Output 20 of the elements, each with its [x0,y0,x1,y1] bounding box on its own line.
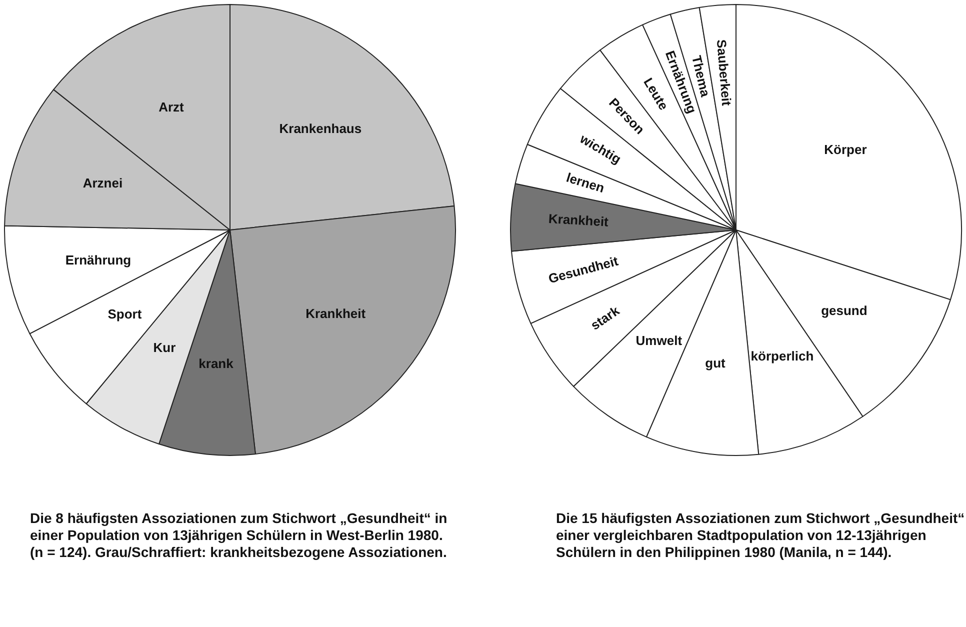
slice-label: stark [588,302,623,333]
slice-label: Sauberkeit [714,38,734,107]
slice-label: Krankheit [306,306,366,322]
slice-label: Thema [688,54,714,99]
slice-label: gut [705,355,726,370]
slice-label: lernen [564,170,606,196]
slice-label: Umwelt [636,332,683,348]
slice-label: Körper [824,142,867,158]
slice-label: Krankheit [548,210,610,230]
slice-label: Krankenhaus [279,120,362,136]
slice-label: Ernährung [65,252,132,268]
slice-label: körperlich [750,348,814,364]
slice-label: Arzt [158,100,185,115]
slice-label: krank [198,356,234,372]
slice-label: gesund [821,302,868,318]
text: Die 15 häufigsten Assoziationen zum Stichwort „Gesundheit“ einer vergleichbaren Stadtpopulation von 12-13jährigen Schülern in den Philippinen 1980 (Manila, n = 144). [556,510,966,561]
slice-label: Sport [108,306,142,322]
slice-label: Kur [153,340,176,355]
slice-label: Arznei [82,176,123,191]
text: Die 8 häufigsten Assoziationen zum Stichwort „Gesundheit“ in einer Population von 13jährigen Schülern in West-Berlin 1980. (n = 124). Grau/Schraffiert: krankheitsbezogene Assoziationen. [30,510,448,561]
